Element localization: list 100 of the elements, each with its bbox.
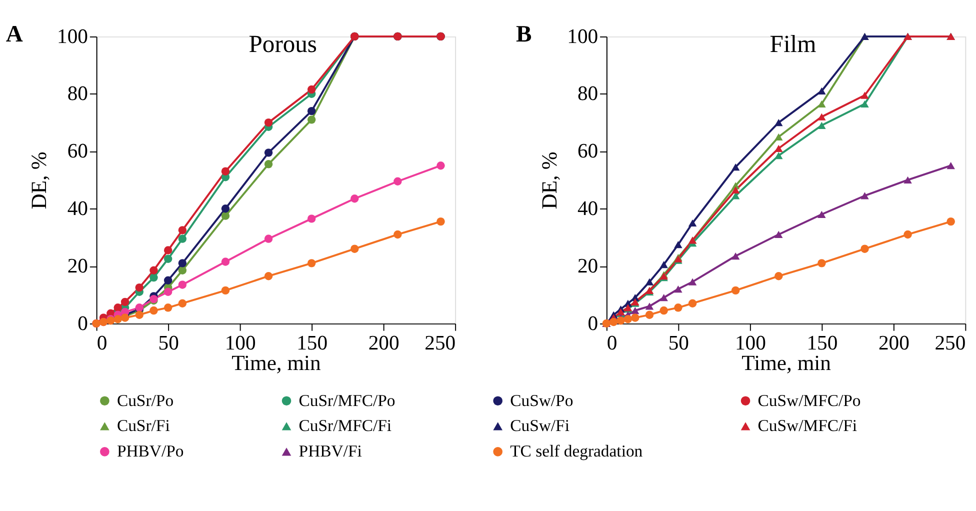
point xyxy=(221,167,230,176)
y-tick-label: 80 xyxy=(577,83,598,106)
point xyxy=(631,314,640,322)
x-tick-label: 200 xyxy=(878,332,910,354)
point xyxy=(731,286,740,295)
point xyxy=(120,298,130,306)
point xyxy=(307,116,316,124)
legend-label: CuSr/MFC/Po xyxy=(298,390,396,410)
point xyxy=(394,230,402,239)
y-tick-label: 60 xyxy=(577,140,598,163)
point xyxy=(645,302,654,310)
legend-label: PHBV/Fi xyxy=(298,442,362,461)
point xyxy=(946,162,955,170)
point xyxy=(660,306,668,315)
point xyxy=(774,118,783,126)
y-tick-label: 20 xyxy=(577,255,598,278)
point xyxy=(774,133,783,140)
point xyxy=(221,212,230,220)
legend-label: CuSw/Po xyxy=(510,390,574,410)
legend-label: CuSw/MFC/Fi xyxy=(758,416,858,436)
point xyxy=(818,210,826,218)
x-tick-label: 200 xyxy=(368,332,400,354)
point xyxy=(150,306,158,315)
y-tick-label: 40 xyxy=(577,198,598,220)
point xyxy=(674,285,682,293)
point xyxy=(624,315,632,324)
point xyxy=(307,106,316,116)
legend-label: CuSr/Po xyxy=(116,390,174,410)
legend-label: CuSr/Fi xyxy=(116,416,170,436)
text: A xyxy=(6,21,23,48)
x-tick-label: 250 xyxy=(424,332,456,354)
point xyxy=(818,259,826,268)
point xyxy=(774,144,783,152)
y-axis-title: DE, % xyxy=(27,152,52,210)
point xyxy=(350,244,359,253)
y-tick-label: 80 xyxy=(67,83,88,106)
point xyxy=(674,304,682,312)
y-axis-title: DE, % xyxy=(537,152,562,210)
point xyxy=(221,204,230,213)
point xyxy=(645,278,654,286)
point xyxy=(221,258,230,266)
point xyxy=(818,113,826,120)
y-tick-label: 100 xyxy=(567,26,598,48)
legend-label: TC self degradation xyxy=(510,442,644,461)
point xyxy=(178,234,187,243)
point xyxy=(135,310,144,319)
point xyxy=(164,304,172,312)
y-tick-label: 0 xyxy=(588,312,598,335)
legend-label: CuSr/MFC/Fi xyxy=(298,416,392,436)
point xyxy=(178,226,187,234)
point xyxy=(164,254,172,263)
point xyxy=(178,266,187,274)
point xyxy=(860,244,869,253)
point xyxy=(221,286,230,295)
point xyxy=(164,276,172,285)
point xyxy=(150,273,158,282)
point xyxy=(178,259,187,268)
point xyxy=(818,87,826,95)
point xyxy=(818,100,826,108)
point xyxy=(631,306,640,314)
text: B xyxy=(516,21,532,48)
chart-title: Porous xyxy=(248,31,317,58)
point xyxy=(774,152,783,160)
point xyxy=(114,304,122,312)
point xyxy=(860,100,869,108)
point xyxy=(264,272,273,280)
point xyxy=(688,299,697,308)
point xyxy=(904,230,912,239)
y-tick-label: 100 xyxy=(57,26,88,48)
legend-label: CuSw/Fi xyxy=(510,416,570,436)
point xyxy=(860,92,869,99)
x-tick-label: 50 xyxy=(668,332,689,354)
y-tick-label: 60 xyxy=(67,140,88,163)
x-tick-label: 0 xyxy=(96,332,108,354)
y-tick-label: 40 xyxy=(67,198,88,220)
point xyxy=(178,280,187,289)
point xyxy=(731,252,740,260)
legend-label: PHBV/Po xyxy=(116,442,184,461)
legend-label: CuSw/MFC/Po xyxy=(758,390,861,410)
point xyxy=(860,192,869,200)
point xyxy=(674,240,682,248)
point xyxy=(394,177,402,186)
point xyxy=(150,266,158,274)
point xyxy=(178,299,187,308)
point xyxy=(264,160,273,168)
x-tick-label: 0 xyxy=(606,332,618,354)
point xyxy=(946,217,955,226)
point xyxy=(135,283,144,292)
point xyxy=(307,214,316,223)
y-tick-label: 0 xyxy=(78,312,88,335)
point xyxy=(688,278,697,286)
point xyxy=(774,272,783,280)
y-tick-label: 20 xyxy=(67,255,88,278)
x-tick-label: 50 xyxy=(158,332,179,354)
point xyxy=(818,122,826,129)
point xyxy=(645,310,654,319)
point xyxy=(436,161,445,170)
x-tick-label: 250 xyxy=(934,332,966,354)
point xyxy=(164,288,172,296)
point xyxy=(307,259,316,268)
